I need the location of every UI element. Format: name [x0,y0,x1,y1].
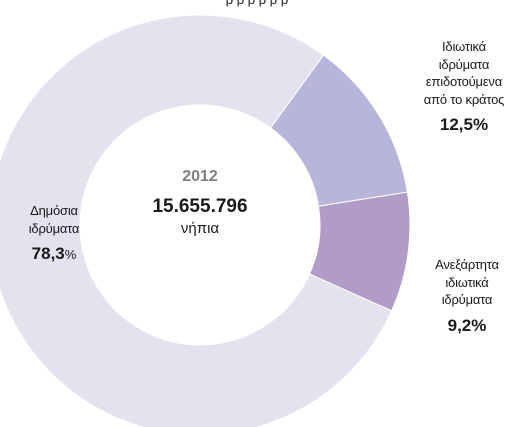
slice-label-public: Δημόσια ιδρύματα 78,3% [4,202,104,266]
slice-label-line: ιδρύματα [438,56,490,72]
slice-label-line: επιδοτούμενα [425,74,503,90]
slice-value-suffix: % [64,247,77,263]
slice-label-line: ιδρύματα [441,292,493,308]
chart-title-cropped: ρ ρ ρ ρ ρ ρ [0,0,514,7]
center-unit: νήπια [180,220,220,237]
donut-center-label: 2012 15.655.796 νήπια [130,168,270,237]
slice-label-line: Ιδιωτικά [442,39,486,54]
slice-value-number: 78,3 [31,244,65,264]
slice-label-line: από το κράτος [423,91,505,107]
slice-label-subsidized-private: Ιδιωτικά ιδρύματα επιδοτούμενα από το κρ… [412,38,514,137]
slice-label-line: Ανεξάρτητα [435,257,499,272]
slice-value: 78,3% [4,243,104,266]
slice-public [0,14,393,427]
slice-label-line: ιδρύματα [28,220,80,236]
slice-value: 12,5% [439,115,489,135]
slice-value: 9,2% [447,315,487,335]
slice-label-line: ιδιωτικά [445,274,489,290]
slice-label-line: Δημόσια [30,203,78,218]
slice-label-independent-private: Ανεξάρτητα ιδιωτικά ιδρύματα 9,2% [422,256,512,338]
center-year: 2012 [182,168,218,185]
center-total: 15.655.796 [152,196,248,217]
